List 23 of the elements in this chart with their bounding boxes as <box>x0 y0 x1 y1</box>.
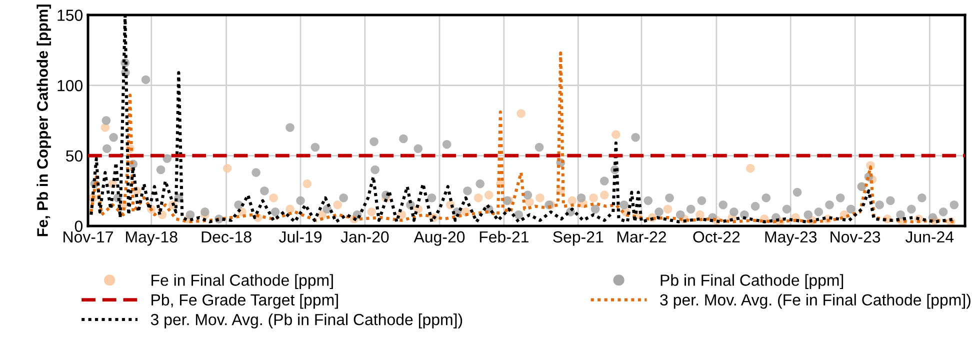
legend-label: Fe in Final Cathode [ppm] <box>152 274 333 290</box>
legend-label: Pb in Final Cathode [ppm] <box>660 274 844 290</box>
x-tick-label: Nov-23 <box>830 231 880 243</box>
x-tick-label: Oct-22 <box>693 231 740 243</box>
x-tick-label: Dec-18 <box>202 231 252 243</box>
y-tick-label: 50 <box>66 150 83 162</box>
legend-label: 3 per. Mov. Avg. (Pb in Final Cathode [ppm]) <box>150 313 462 328</box>
y-tick-label: 100 <box>58 80 83 92</box>
x-tick-label: Sep-21 <box>553 231 604 246</box>
x-tick-label: Jul-19 <box>279 230 322 243</box>
x-tick-label: Feb-21 <box>480 230 528 243</box>
legend-label: Pb, Fe Grade Target [ppm] <box>152 294 338 309</box>
x-tick-label: Jan-20 <box>340 231 389 243</box>
x-tick-label: Mar-22 <box>618 231 666 243</box>
y-tick-label: 150 <box>58 10 83 21</box>
y-axis-title: Fe, Pb in Copper Cathode [ppm] <box>36 4 51 236</box>
x-tick-label: Jun-24 <box>905 231 954 243</box>
x-tick-label: May-23 <box>765 231 817 246</box>
x-tick-label: Aug-20 <box>414 231 465 246</box>
y-tick-label: 0 <box>74 220 83 232</box>
legend-label: 3 per. Mov. Avg. (Fe in Final Cathode [ppm]) <box>660 294 970 309</box>
x-tick-label: May-18 <box>126 231 178 246</box>
x-tick-label: Nov-17 <box>64 231 113 243</box>
